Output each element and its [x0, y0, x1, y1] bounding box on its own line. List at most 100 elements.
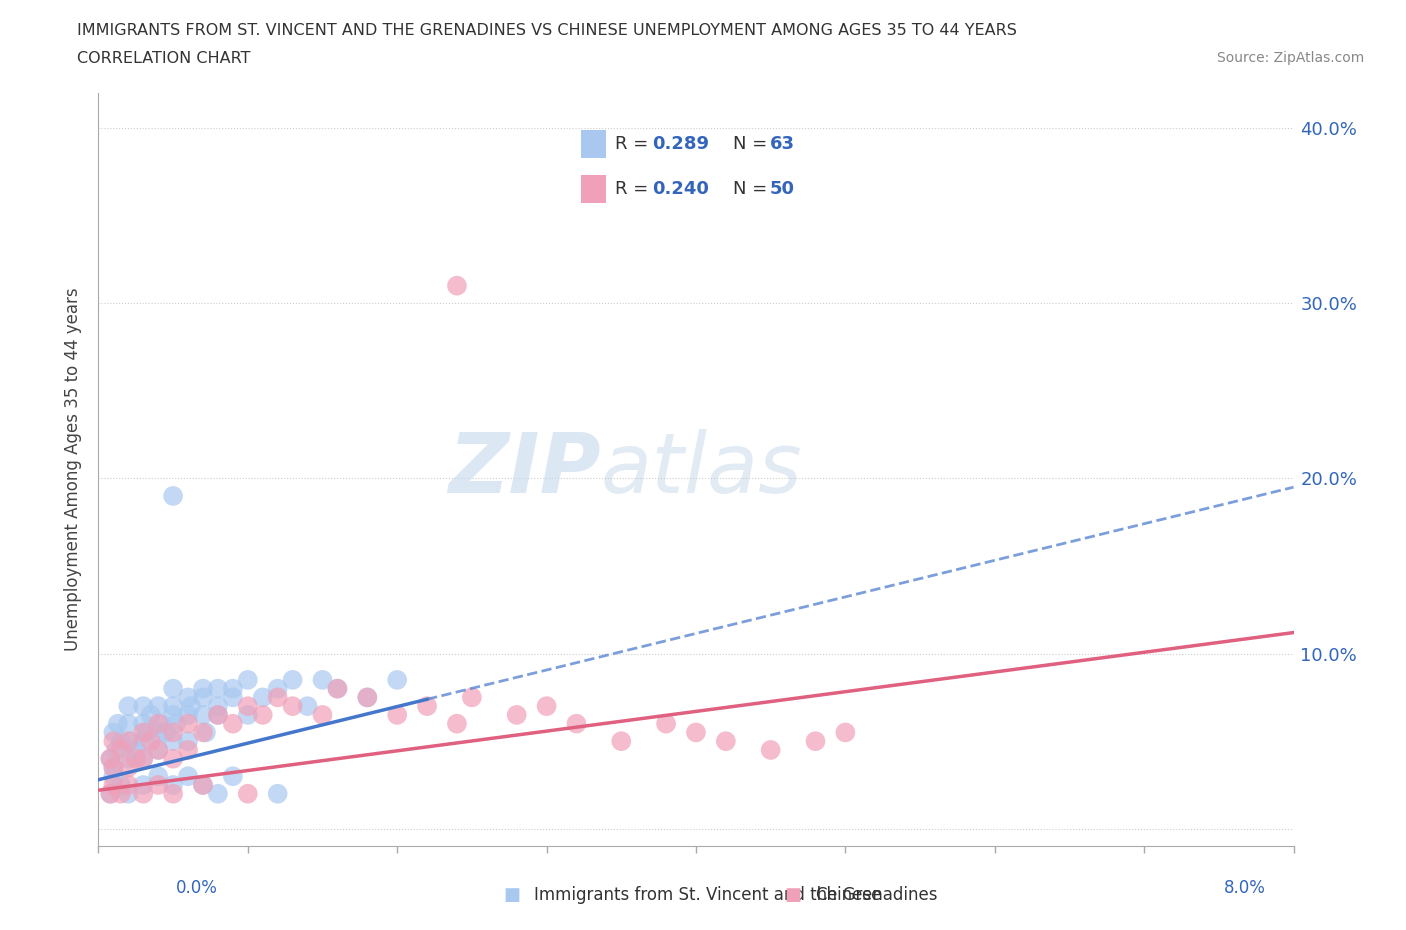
- Point: [281, 672, 304, 687]
- Text: N =: N =: [733, 179, 773, 198]
- Point: [103, 760, 125, 775]
- Point: [207, 681, 229, 696]
- Point: [236, 698, 259, 713]
- Point: [105, 742, 128, 757]
- Point: [155, 725, 177, 740]
- Point: [120, 734, 142, 749]
- Point: [162, 698, 184, 713]
- Text: 63: 63: [770, 135, 794, 153]
- Point: [356, 690, 378, 705]
- Text: Immigrants from St. Vincent and the Grenadines: Immigrants from St. Vincent and the Gren…: [534, 885, 938, 904]
- Text: 8.0%: 8.0%: [1223, 879, 1265, 897]
- Point: [132, 751, 155, 766]
- Point: [326, 681, 349, 696]
- Point: [117, 786, 139, 801]
- Point: [191, 777, 214, 792]
- Text: R =: R =: [616, 135, 654, 153]
- Point: [162, 786, 184, 801]
- Point: [162, 725, 184, 740]
- Point: [98, 786, 122, 801]
- Point: [207, 698, 229, 713]
- Point: [311, 708, 333, 723]
- Point: [162, 734, 184, 749]
- Point: [191, 777, 214, 792]
- Point: [98, 751, 122, 766]
- Point: [191, 725, 214, 740]
- Point: [446, 278, 468, 293]
- Point: [655, 716, 678, 731]
- Point: [834, 725, 856, 740]
- Point: [148, 742, 170, 757]
- Point: [148, 716, 170, 731]
- Point: [107, 716, 129, 731]
- Point: [117, 716, 139, 731]
- Point: [311, 672, 333, 687]
- Point: [139, 734, 162, 749]
- Point: [222, 681, 245, 696]
- Point: [506, 708, 529, 723]
- Point: [207, 708, 229, 723]
- Point: [139, 708, 162, 723]
- Point: [236, 708, 259, 723]
- Point: [385, 672, 409, 687]
- Point: [162, 488, 184, 503]
- Point: [148, 725, 170, 740]
- Point: [110, 742, 132, 757]
- Point: [110, 734, 132, 749]
- Point: [103, 760, 125, 775]
- Point: [177, 716, 200, 731]
- Text: 50: 50: [770, 179, 794, 198]
- Text: 0.0%: 0.0%: [176, 879, 218, 897]
- Point: [191, 690, 214, 705]
- Point: [804, 734, 827, 749]
- Point: [177, 708, 200, 723]
- Point: [714, 734, 737, 749]
- Point: [148, 698, 170, 713]
- Text: ■: ■: [785, 885, 801, 904]
- Point: [162, 681, 184, 696]
- Text: R =: R =: [616, 179, 654, 198]
- Point: [385, 708, 409, 723]
- Point: [177, 742, 200, 757]
- Point: [180, 698, 202, 713]
- Point: [162, 751, 184, 766]
- Text: 0.240: 0.240: [652, 179, 710, 198]
- Point: [252, 708, 274, 723]
- Point: [98, 786, 122, 801]
- Point: [132, 734, 155, 749]
- Text: N =: N =: [733, 135, 773, 153]
- Point: [191, 681, 214, 696]
- Point: [759, 742, 782, 757]
- Point: [356, 690, 378, 705]
- Point: [117, 698, 139, 713]
- Y-axis label: Unemployment Among Ages 35 to 44 years: Unemployment Among Ages 35 to 44 years: [65, 288, 83, 651]
- Text: ZIP: ZIP: [447, 429, 600, 511]
- Point: [103, 769, 125, 784]
- Point: [267, 786, 290, 801]
- Text: IMMIGRANTS FROM ST. VINCENT AND THE GRENADINES VS CHINESE UNEMPLOYMENT AMONG AGE: IMMIGRANTS FROM ST. VINCENT AND THE GREN…: [77, 23, 1017, 38]
- Point: [191, 708, 214, 723]
- Point: [610, 734, 633, 749]
- Point: [117, 734, 139, 749]
- Point: [416, 698, 439, 713]
- Point: [446, 716, 468, 731]
- Text: 0.289: 0.289: [652, 135, 710, 153]
- Point: [326, 681, 349, 696]
- Point: [236, 672, 259, 687]
- Point: [565, 716, 588, 731]
- Point: [98, 751, 122, 766]
- Point: [162, 708, 184, 723]
- Point: [195, 725, 218, 740]
- Point: [150, 716, 173, 731]
- Point: [177, 690, 200, 705]
- Point: [125, 751, 148, 766]
- Point: [165, 716, 187, 731]
- Point: [148, 777, 170, 792]
- Point: [148, 769, 170, 784]
- Point: [110, 777, 132, 792]
- Point: [461, 690, 484, 705]
- Point: [125, 742, 148, 757]
- Point: [103, 734, 125, 749]
- Point: [222, 769, 245, 784]
- Point: [132, 777, 155, 792]
